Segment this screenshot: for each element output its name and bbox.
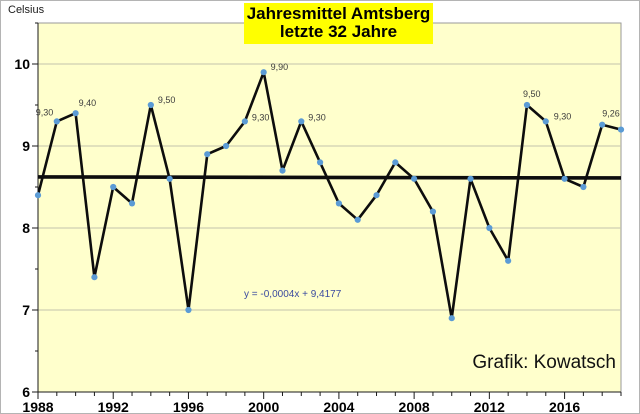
x-axis-tick-label: 2000 — [248, 399, 279, 414]
data-point — [373, 192, 380, 199]
data-point — [241, 118, 248, 125]
trendline-equation-label: y = -0,0004x + 9,4177 — [244, 289, 342, 300]
data-point — [505, 257, 512, 264]
chart-title-box: Jahresmittel Amtsberg letzte 32 Jahre — [244, 3, 433, 44]
data-point — [392, 159, 399, 166]
data-point-label: 9,30 — [308, 112, 326, 122]
data-point-label: 9,30 — [36, 107, 54, 117]
trend-line — [37, 175, 622, 180]
y-axis-tick-label: 8 — [22, 220, 30, 236]
data-point — [354, 216, 361, 223]
chart-title-line2: letzte 32 Jahre — [279, 22, 398, 41]
data-point — [34, 192, 42, 199]
x-axis-tick-label: 1996 — [173, 399, 204, 414]
data-point-label: 9,50 — [523, 89, 541, 99]
y-axis-tick-label: 10 — [14, 56, 30, 72]
plot-area — [37, 22, 622, 393]
x-axis-tick-label: 2004 — [323, 399, 354, 414]
data-point — [91, 274, 98, 281]
data-point — [204, 151, 211, 158]
data-point — [429, 208, 437, 215]
data-point — [147, 101, 154, 109]
y-axis-tick-label: 9 — [22, 138, 30, 154]
data-point-label: 9,26 — [602, 109, 620, 119]
x-axis-tick-label: 1992 — [98, 399, 129, 414]
x-axis-tick-label: 2012 — [474, 399, 505, 414]
data-point-label: 9,50 — [158, 95, 176, 105]
data-point — [279, 167, 286, 174]
data-point-label: 9,90 — [271, 62, 289, 72]
data-point — [260, 69, 267, 76]
x-axis-tick-label: 2008 — [399, 399, 430, 414]
data-point — [580, 183, 587, 191]
chart-title-line1: Jahresmittel Amtsberg — [246, 4, 431, 23]
data-point-label: 9,30 — [554, 111, 572, 121]
data-point — [523, 101, 531, 109]
data-point — [486, 224, 493, 232]
data-point — [335, 200, 343, 207]
data-point — [222, 142, 230, 150]
data-point — [448, 315, 455, 322]
data-point — [599, 121, 606, 128]
data-point — [53, 118, 60, 125]
data-point — [617, 126, 625, 133]
data-point — [72, 110, 79, 117]
data-series-line — [36, 70, 623, 320]
data-point — [542, 118, 549, 125]
data-point — [298, 118, 305, 125]
data-point-label: 9,40 — [79, 98, 97, 108]
data-point — [316, 159, 324, 166]
data-point — [166, 175, 173, 182]
data-point — [467, 175, 474, 182]
data-point-label: 9,30 — [252, 112, 270, 122]
y-axis-unit-label: Celsius — [8, 4, 45, 16]
y-axis-tick-label: 7 — [22, 302, 30, 318]
data-point — [185, 306, 192, 314]
data-point — [110, 183, 117, 191]
credit-label: Grafik: Kowatsch — [472, 352, 616, 373]
data-point — [561, 175, 568, 182]
data-point — [128, 200, 136, 207]
x-axis-tick-label: 1988 — [22, 399, 53, 414]
data-point — [411, 175, 418, 182]
x-axis-tick-label: 2016 — [549, 399, 580, 414]
y-axis-tick-label: 6 — [22, 384, 30, 400]
